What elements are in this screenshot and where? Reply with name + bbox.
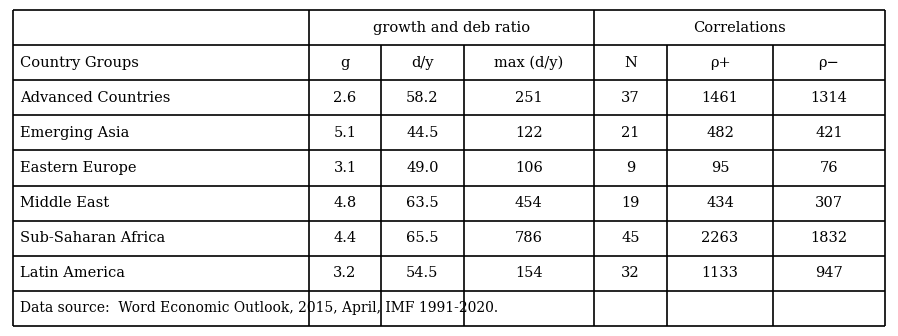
Text: Data source:  Word Economic Outlook, 2015, April, IMF 1991-2020.: Data source: Word Economic Outlook, 2015… <box>20 301 497 316</box>
Text: 1314: 1314 <box>810 91 848 105</box>
Text: 19: 19 <box>621 196 639 210</box>
Text: Correlations: Correlations <box>693 20 786 35</box>
Text: 251: 251 <box>515 91 542 105</box>
Text: 2.6: 2.6 <box>333 91 357 105</box>
Text: 58.2: 58.2 <box>406 91 438 105</box>
Text: 947: 947 <box>815 266 842 280</box>
Text: 4.4: 4.4 <box>333 231 357 245</box>
Text: d/y: d/y <box>411 56 434 70</box>
Text: 1832: 1832 <box>810 231 848 245</box>
Text: 1461: 1461 <box>701 91 738 105</box>
Text: 63.5: 63.5 <box>406 196 439 210</box>
Text: 76: 76 <box>820 161 838 175</box>
Text: ρ+: ρ+ <box>709 56 730 70</box>
Text: 421: 421 <box>815 126 842 140</box>
Text: Sub-Saharan Africa: Sub-Saharan Africa <box>20 231 165 245</box>
Text: 786: 786 <box>515 231 543 245</box>
Text: 434: 434 <box>706 196 734 210</box>
Text: 4.8: 4.8 <box>333 196 357 210</box>
Text: ρ−: ρ− <box>818 56 840 70</box>
Text: Middle East: Middle East <box>20 196 109 210</box>
Text: 154: 154 <box>515 266 542 280</box>
Text: 3.1: 3.1 <box>333 161 357 175</box>
Text: 3.2: 3.2 <box>333 266 357 280</box>
Text: 122: 122 <box>515 126 542 140</box>
Text: 44.5: 44.5 <box>406 126 438 140</box>
Text: 21: 21 <box>621 126 639 140</box>
Text: g: g <box>340 56 349 70</box>
Text: 454: 454 <box>515 196 542 210</box>
Text: N: N <box>624 56 637 70</box>
Text: Country Groups: Country Groups <box>20 56 138 70</box>
Text: 37: 37 <box>621 91 639 105</box>
Text: 95: 95 <box>710 161 729 175</box>
Text: 1133: 1133 <box>701 266 738 280</box>
Text: 54.5: 54.5 <box>406 266 438 280</box>
Text: 106: 106 <box>515 161 542 175</box>
Text: 45: 45 <box>621 231 639 245</box>
Text: max (d/y): max (d/y) <box>494 55 563 70</box>
Text: 482: 482 <box>706 126 734 140</box>
Text: Advanced Countries: Advanced Countries <box>20 91 170 105</box>
Text: Eastern Europe: Eastern Europe <box>20 161 136 175</box>
Text: 49.0: 49.0 <box>406 161 438 175</box>
Text: growth and deb ratio: growth and deb ratio <box>373 20 530 35</box>
Text: 307: 307 <box>814 196 843 210</box>
Text: Emerging Asia: Emerging Asia <box>20 126 129 140</box>
Text: 32: 32 <box>621 266 639 280</box>
Text: Latin America: Latin America <box>20 266 125 280</box>
Text: 2263: 2263 <box>701 231 739 245</box>
Text: 65.5: 65.5 <box>406 231 438 245</box>
Text: 5.1: 5.1 <box>333 126 357 140</box>
Text: 9: 9 <box>626 161 635 175</box>
